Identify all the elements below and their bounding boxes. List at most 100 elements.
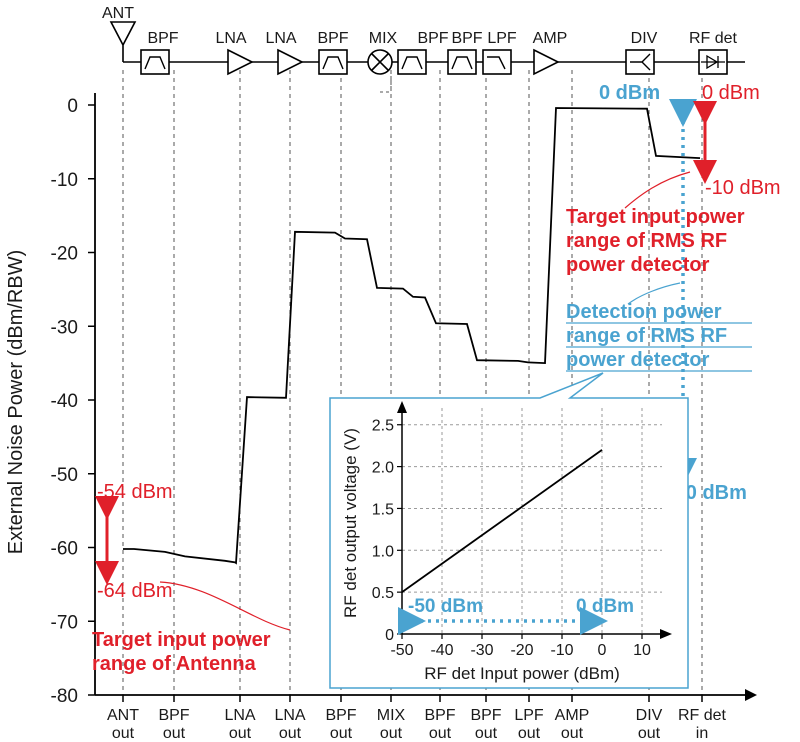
- x-tick-label-sub: out: [279, 725, 302, 742]
- chain-block-label: LPF: [487, 30, 517, 47]
- y-tick-label: -20: [51, 244, 78, 265]
- inset-x-tick-label: -50: [390, 642, 413, 659]
- x-tick-label: RF det: [678, 707, 727, 724]
- antenna-icon: [109, 21, 137, 62]
- x-tick-label-sub: out: [475, 725, 498, 742]
- antenna-caption-line-2: range of Antenna: [92, 653, 257, 675]
- main-chart: 0-10-20-30-40-50-60-70-80 ANToutBPFoutLN…: [5, 93, 757, 742]
- mixer-lo-stub: [380, 76, 392, 93]
- inset-ticks: -50 -40 -30 -20 -10 0 10 0 0.5 1.0 1.5 2.0 2.5: [372, 418, 651, 659]
- y-tick-label: -80: [51, 686, 78, 707]
- x-tick-label-sub: out: [380, 725, 403, 742]
- x-tick-label: AMP: [555, 707, 590, 724]
- y-tick-label: 0: [67, 96, 78, 117]
- y-axis-title: External Noise Power (dBm/RBW): [5, 250, 27, 555]
- y-tick-label: -50: [51, 465, 78, 486]
- lowpass-filter-icon: [482, 49, 512, 75]
- bandpass-filter-icon: [397, 49, 427, 75]
- chain-block-label: BPF: [147, 30, 178, 47]
- chain-block-label: LNA: [265, 30, 296, 47]
- inset-plot-area: [402, 408, 664, 634]
- det-target-caption-1: Target input power: [566, 206, 745, 228]
- chain-block-label: BPF: [317, 30, 348, 47]
- x-tick-label-sub: out: [229, 725, 252, 742]
- amplifier-triangle-icon: [277, 48, 304, 76]
- inset-y-tick-label: 1.5: [372, 501, 394, 518]
- y-tick-label: -30: [51, 317, 78, 338]
- inset-y-tick-label: 2.0: [372, 460, 394, 477]
- bandpass-filter-icon: [140, 49, 170, 75]
- inset-y-axis-title: RF det output voltage (V): [341, 428, 360, 618]
- det-target-callout-line: [624, 171, 691, 209]
- noise-power-line: [123, 107, 701, 565]
- inset-x-tick-label: -20: [510, 642, 533, 659]
- x-tick-label: LNA: [274, 707, 305, 724]
- x-tick-label-sub: in: [696, 725, 708, 742]
- inset-y-axis-arrowhead: [397, 401, 407, 413]
- inset-y-tick-label: 1.0: [372, 543, 394, 560]
- det-target-caption-2: range of RMS RF: [566, 230, 727, 252]
- det-detection-caption-1: Detection power: [566, 301, 722, 323]
- det-target-caption-3: power detector: [566, 254, 710, 276]
- x-tick-label-sub: out: [330, 725, 353, 742]
- x-tick-label: LPF: [514, 707, 544, 724]
- divider-icon: [625, 49, 655, 75]
- chain-block-label: AMP: [533, 30, 568, 47]
- inset-x-tick-label: 10: [633, 642, 651, 659]
- chain-block-label: LNA: [215, 30, 246, 47]
- det-bottom-red-label: -10 dBm: [705, 177, 781, 199]
- inset-response-line: [401, 449, 603, 593]
- antenna-callout-line: [159, 581, 291, 631]
- chain-block-label: RF det: [689, 30, 738, 47]
- x-tick-label: ANT: [107, 707, 139, 724]
- x-tick-label-sub: out: [518, 725, 541, 742]
- x-ticks: ANToutBPFoutLNAoutLNAoutBPFoutMIXoutBPFo…: [107, 695, 727, 742]
- inset-x-tick-label: -30: [470, 642, 493, 659]
- inset-x-tick-label: -10: [550, 642, 573, 659]
- det-detection-caption-2: range of RMS RF: [566, 325, 727, 347]
- chain-block-label: DIV: [631, 30, 658, 47]
- antenna-label: ANT: [102, 5, 134, 22]
- x-tick-label: DIV: [636, 707, 663, 724]
- y-tick-label: -10: [51, 170, 78, 191]
- inset-x-axis-title: RF det Input power (dBm): [424, 664, 620, 683]
- inset-range-right-label: 0 dBm: [576, 596, 634, 617]
- x-tick-label: BPF: [470, 707, 501, 724]
- x-tick-label: BPF: [424, 707, 455, 724]
- x-tick-label-sub: out: [163, 725, 186, 742]
- chain-block-label: MIX: [369, 30, 398, 47]
- antenna-top-label: -54 dBm: [97, 481, 173, 503]
- inset-x-axis-arrowhead: [660, 629, 672, 639]
- x-tick-label: MIX: [377, 707, 406, 724]
- det-detection-callout-line: [627, 282, 681, 305]
- bandpass-filter-icon: [447, 49, 477, 75]
- amplifier-triangle-icon: [227, 48, 254, 76]
- det-top-blue-label: 0 dBm: [599, 82, 660, 104]
- inset-chart: -50 -40 -30 -20 -10 0 10 0 0.5 1.0 1.5 2.0 2.5 -50 d…: [329, 372, 689, 689]
- chain-block-label: BPF: [417, 30, 448, 47]
- x-tick-label-sub: out: [112, 725, 135, 742]
- x-tick-label: BPF: [325, 707, 356, 724]
- det-top-red-label: 0 dBm: [702, 82, 760, 104]
- signal-chain: ANT BPF LNA LNA BPF MIX BPF BPF LPF AMP DIV RF det: [102, 5, 745, 76]
- antenna-range-annotation: -54 dBm -64 dBm Target input power range…: [92, 481, 291, 675]
- inset-x-tick-label: -40: [430, 642, 453, 659]
- inset-y-tick-label: 2.5: [372, 418, 394, 435]
- mixer-icon: [367, 49, 393, 75]
- diode-detector-icon: [698, 49, 728, 75]
- inset-x-tick-label: 0: [598, 642, 607, 659]
- y-tick-label: -70: [51, 612, 78, 633]
- amplifier-triangle-icon: [533, 48, 560, 76]
- antenna-caption-line-1: Target input power: [92, 629, 271, 651]
- x-axis-arrowhead: [745, 689, 757, 701]
- inset-y-tick-label: 0: [385, 627, 394, 644]
- chain-block-label: BPF: [451, 30, 482, 47]
- x-tick-label: LNA: [224, 707, 255, 724]
- x-tick-label-sub: out: [638, 725, 661, 742]
- y-tick-label: -40: [51, 391, 78, 412]
- y-tick-label: -60: [51, 539, 78, 560]
- x-tick-label-sub: out: [561, 725, 584, 742]
- y-ticks: 0 -10 -20 -30 -40 -50 -60 -70 -80: [51, 96, 95, 707]
- bandpass-filter-icon: [318, 49, 348, 75]
